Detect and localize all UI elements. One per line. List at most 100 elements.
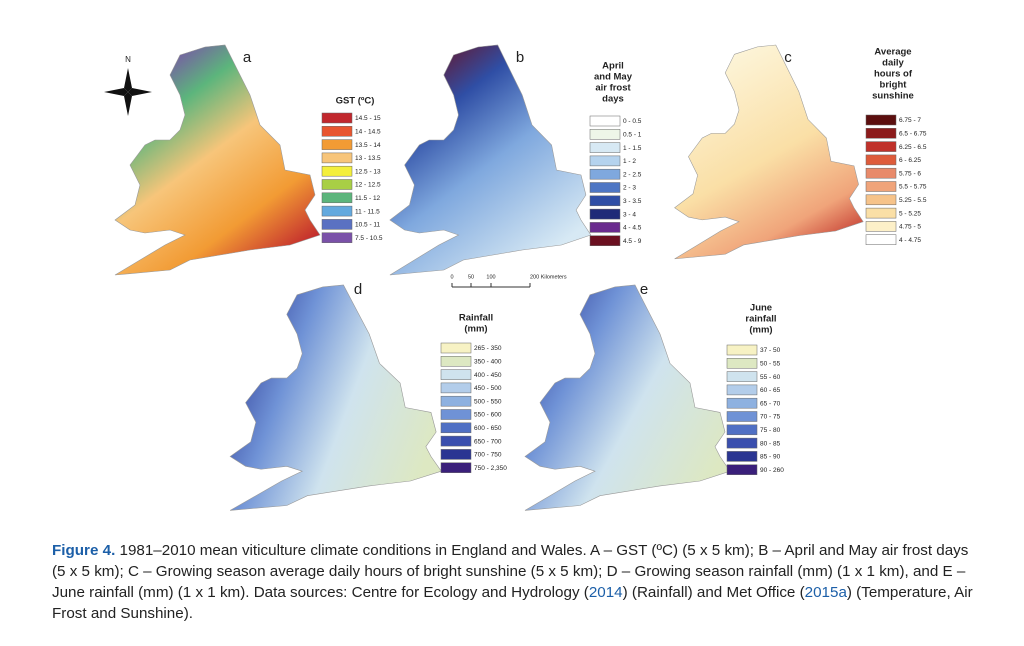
legend-label: 11.5 - 12 (355, 195, 381, 202)
legend-swatch (589, 155, 621, 167)
legend-swatch (589, 208, 621, 220)
legend-swatch (865, 141, 897, 152)
legend-title: air frost (595, 83, 631, 94)
legend-swatch (321, 179, 353, 190)
legend-swatch (865, 154, 897, 166)
legend-label: 3 - 4 (623, 211, 636, 218)
legend-title: hours of (874, 69, 913, 80)
legend-label: 75 - 80 (760, 427, 781, 434)
map-a (114, 44, 321, 276)
legend-label: 1 - 2 (623, 158, 636, 165)
legend-swatch (440, 382, 472, 394)
legend-label: 37 - 50 (760, 347, 781, 354)
scale-label: 100 (486, 274, 495, 280)
legend-title: rainfall (745, 314, 776, 325)
legend-swatch (589, 115, 621, 127)
legend-label: 2 - 2.5 (623, 171, 642, 178)
caption-text: ) (Temperature, Air Frost and Sunshine). (52, 584, 973, 622)
map-e (524, 284, 731, 511)
legend-label: 12.5 - 13 (355, 168, 381, 175)
legend-swatch (865, 167, 897, 179)
legend-swatch (589, 222, 621, 233)
legend-label: 4.75 - 5 (899, 224, 921, 231)
legend-label: 70 - 75 (760, 414, 781, 421)
map-b (389, 44, 592, 276)
map-d (229, 284, 442, 511)
legend-label: 5 - 5.25 (899, 210, 921, 217)
legend-label: 55 - 60 (760, 374, 781, 381)
caption-text: 1981–2010 mean viticulture climate condi… (52, 542, 969, 601)
legend-swatch (440, 422, 472, 434)
legend-label: 600 - 650 (474, 425, 502, 432)
legend-swatch (589, 235, 621, 246)
legend-label: 750 - 2,350 (474, 465, 507, 472)
legend-label: 80 - 85 (760, 440, 781, 447)
legend-label: 4 - 4.5 (623, 225, 642, 232)
legend-label: 50 - 55 (760, 361, 781, 368)
map-c (674, 44, 864, 260)
scale-bar (451, 283, 531, 288)
legend-label: 6.5 - 6.75 (899, 131, 927, 138)
legend-swatch (865, 181, 897, 192)
legend-swatch (726, 344, 758, 356)
legend-label: 1 - 1.5 (623, 145, 642, 152)
legend-swatch (865, 221, 897, 232)
legend-label: 3 - 3.5 (623, 198, 642, 205)
legend-swatch (440, 342, 472, 354)
legend-swatch (726, 437, 758, 449)
legend-label: 10.5 - 11 (355, 222, 381, 229)
legend-title: June (750, 303, 772, 314)
legend-swatch (589, 182, 621, 193)
legend-label: 5.25 - 5.5 (899, 197, 927, 204)
legend-label: 4.5 - 9 (623, 238, 642, 245)
legend-label: 0 - 0.5 (623, 118, 642, 125)
legend-swatch (865, 194, 897, 206)
citation[interactable]: 2014 (588, 584, 623, 601)
legend-label: 7.5 - 10.5 (355, 235, 383, 242)
legend-label: 90 - 260 (760, 467, 784, 474)
legend-swatch (726, 358, 758, 369)
legend-swatch (865, 128, 897, 139)
legend-swatch (589, 129, 621, 140)
legend-label: 11 - 11.5 (355, 208, 380, 215)
legend-swatch (321, 139, 353, 150)
citation[interactable]: 2015a (804, 584, 847, 601)
legend-label: 0.5 - 1 (623, 132, 642, 139)
caption: Figure 4. 1981–2010 mean viticulture cli… (52, 540, 982, 624)
legend-label: 2 - 3 (623, 185, 636, 192)
legend-swatch (726, 384, 758, 396)
legend-label: 14.5 - 15 (355, 115, 381, 122)
legend-label: 500 - 550 (474, 398, 502, 405)
legend-title: (mm) (749, 325, 772, 336)
legend-title: sunshine (872, 91, 914, 102)
legend-label: 350 - 400 (474, 359, 502, 366)
legend-label: 12 - 12.5 (355, 182, 381, 189)
legend-swatch (440, 435, 472, 447)
legend-label: 700 - 750 (474, 452, 502, 459)
legend-swatch (440, 395, 472, 407)
legend-label: 60 - 65 (760, 387, 781, 394)
legend-swatch (589, 142, 621, 153)
scale-label: 200 Kilometers (530, 274, 567, 280)
figure: N 0 50 100 200 Kilometers a GST (ºC) 14.5 - 15… (104, 44, 927, 511)
legend-swatch (321, 112, 353, 124)
legend-label: 65 - 70 (760, 400, 781, 407)
legend-label: 5.75 - 6 (899, 170, 921, 177)
legend-swatch (321, 232, 353, 243)
legend-label: 450 - 500 (474, 385, 502, 392)
legend-swatch (440, 356, 472, 367)
legend-title: April (602, 61, 624, 72)
legend-label: 400 - 450 (474, 372, 502, 379)
legend-swatch (440, 369, 472, 380)
legend-label: 14 - 14.5 (355, 129, 381, 136)
legend-label: 4 - 4.75 (899, 237, 921, 244)
legend-swatch (865, 207, 897, 219)
scale-label: 50 (468, 274, 474, 280)
legend-label: 5.5 - 5.75 (899, 184, 927, 191)
legend-title: and May (594, 72, 633, 83)
legend-swatch (321, 126, 353, 137)
legend-swatch (865, 234, 897, 245)
caption-text: ) (Rainfall) and Met Office ( (622, 584, 805, 601)
legend-swatch (865, 114, 897, 126)
